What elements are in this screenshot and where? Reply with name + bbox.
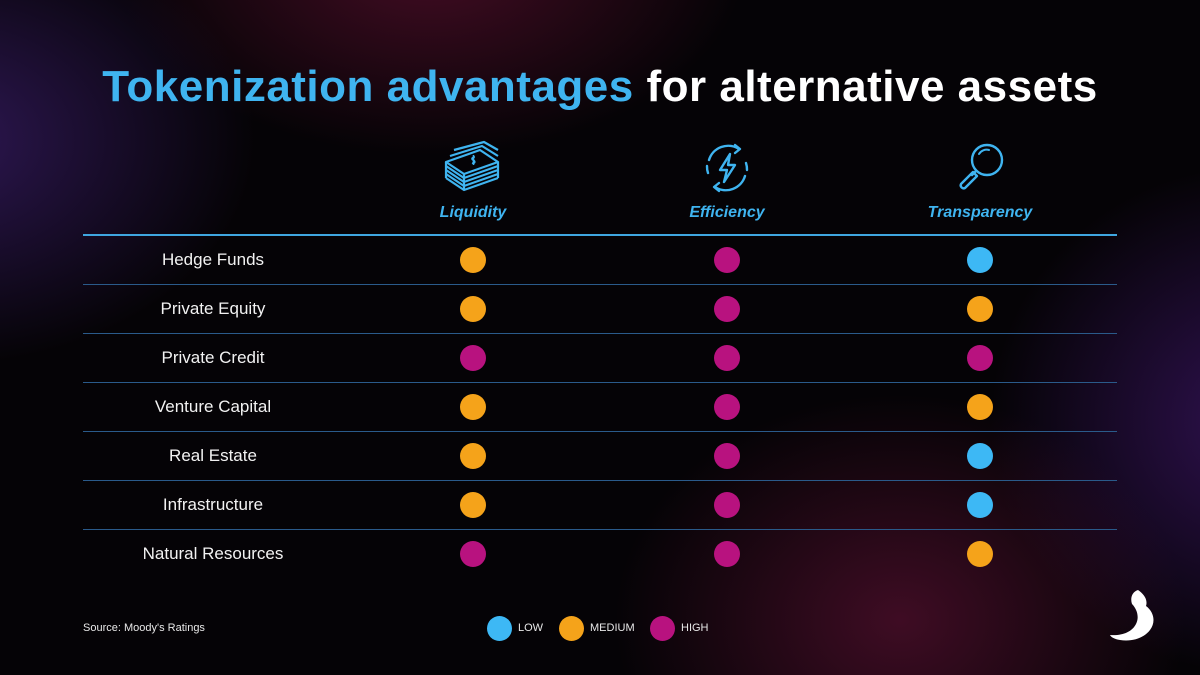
rating-dot-medium xyxy=(967,394,993,420)
table-row: Hedge Funds xyxy=(83,236,1117,285)
ratings-table: Hedge Funds Private Equity Private Credit V… xyxy=(83,234,1117,578)
rating-dot-high xyxy=(714,541,740,567)
cash-stack-icon xyxy=(444,140,500,192)
page-title: Tokenization advantages for alternative … xyxy=(0,62,1200,112)
table-body: Hedge Funds Private Equity Private Credit V… xyxy=(83,236,1117,578)
rating-dot-medium xyxy=(967,296,993,322)
column-label-transparency: Transparency xyxy=(927,204,1033,221)
rating-dot-low xyxy=(967,443,993,469)
table-top-rule xyxy=(83,234,1117,236)
rating-dot-high xyxy=(714,492,740,518)
rating-dot-low xyxy=(967,492,993,518)
source-note: Source: Moody's Ratings xyxy=(83,622,205,634)
rating-dot-high xyxy=(714,345,740,371)
legend-dot-high xyxy=(650,616,675,641)
table-row: Real Estate xyxy=(83,432,1117,481)
brand-swirl-logo xyxy=(1108,588,1156,647)
column-label-liquidity: Liquidity xyxy=(439,204,507,221)
rating-dot-medium xyxy=(460,492,486,518)
column-header-efficiency: Efficiency xyxy=(627,140,827,222)
row-label: Natural Resources xyxy=(142,544,284,563)
table-row: Venture Capital xyxy=(83,383,1117,432)
rating-dot-high xyxy=(714,394,740,420)
legend-label-high: HIGH xyxy=(681,622,709,634)
rating-dot-medium xyxy=(460,443,486,469)
title-rest: for alternative assets xyxy=(633,62,1098,111)
table-row: Private Credit xyxy=(83,334,1117,383)
column-header-transparency: Transparency xyxy=(880,140,1080,222)
row-label: Private Credit xyxy=(161,348,265,367)
table-row: Infrastructure xyxy=(83,481,1117,530)
rating-dot-medium xyxy=(460,247,486,273)
rating-dot-high xyxy=(460,345,486,371)
rating-dot-medium xyxy=(967,541,993,567)
rating-dot-high xyxy=(460,541,486,567)
table-row: Natural Resources xyxy=(83,530,1117,578)
table-row: Private Equity xyxy=(83,285,1117,334)
rating-dot-medium xyxy=(460,394,486,420)
rating-dot-high xyxy=(714,296,740,322)
column-header-liquidity: Liquidity xyxy=(373,140,573,222)
rating-dot-high xyxy=(714,443,740,469)
row-label: Private Equity xyxy=(160,299,266,318)
title-accent: Tokenization advantages xyxy=(102,62,634,111)
lightning-cycle-icon xyxy=(705,143,749,193)
rating-dot-low xyxy=(967,247,993,273)
magnifier-icon xyxy=(959,143,1004,190)
column-label-efficiency: Efficiency xyxy=(689,204,765,221)
row-label: Infrastructure xyxy=(162,495,264,514)
rating-dot-medium xyxy=(460,296,486,322)
row-label: Venture Capital xyxy=(154,397,272,416)
legend-dot-low xyxy=(487,616,512,641)
row-label: Real Estate xyxy=(169,446,257,465)
legend-dot-medium xyxy=(559,616,584,641)
rating-dot-high xyxy=(967,345,993,371)
row-label: Hedge Funds xyxy=(161,250,265,269)
legend-label-medium: MEDIUM xyxy=(590,622,635,634)
rating-dot-high xyxy=(714,247,740,273)
legend-label-low: LOW xyxy=(518,622,544,634)
